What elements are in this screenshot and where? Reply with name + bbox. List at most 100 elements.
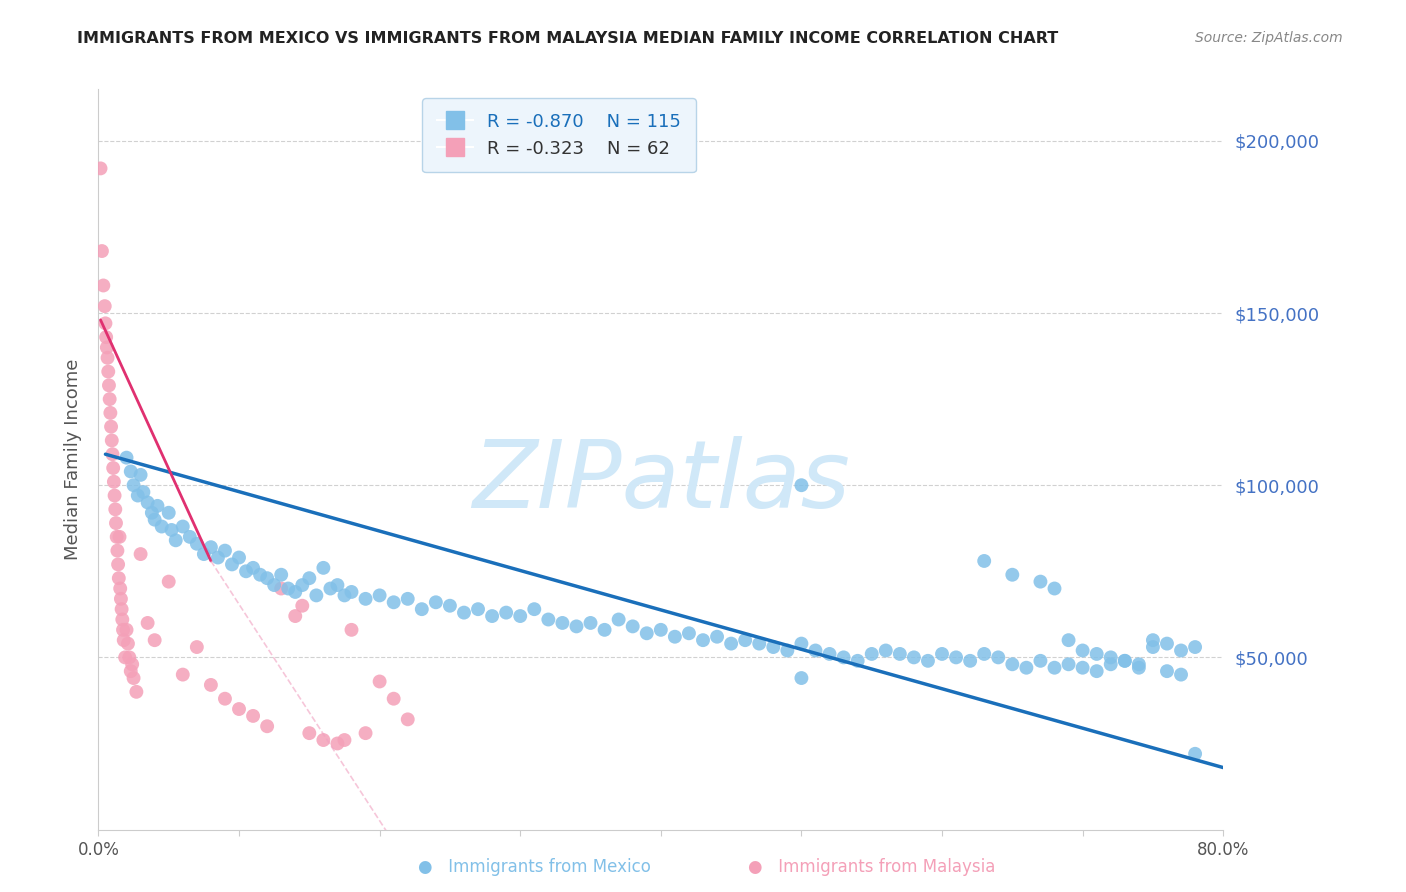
Point [143,633,166,648]
Point [692,633,714,648]
Point [120,465,142,479]
Point [270,582,292,596]
Point [284,585,307,599]
Point [1128,661,1150,675]
Point [776,643,799,657]
Point [105,516,128,530]
Point [467,602,489,616]
Point [108,530,131,544]
Point [115,623,138,637]
Point [122,671,145,685]
Point [326,578,349,592]
Point [1043,661,1066,675]
Point [214,543,236,558]
Point [291,578,314,592]
Point [98,392,121,406]
Point [333,588,356,602]
Point [141,506,163,520]
Point [111,602,132,616]
Point [277,582,299,596]
Point [114,650,136,665]
Point [734,633,756,648]
Point [706,630,728,644]
Point [931,647,953,661]
Point [256,571,278,585]
Point [425,595,447,609]
Point [832,650,855,665]
Point [235,564,257,578]
Point [101,434,124,448]
Point [804,643,827,657]
Point [1184,640,1206,654]
Point [186,537,208,551]
Point [889,647,911,661]
Point [354,726,377,740]
Point [481,609,503,624]
Point [1001,567,1024,582]
Point [1085,664,1108,678]
Point [382,595,405,609]
Point [298,571,321,585]
Point [200,540,222,554]
Point [1142,633,1164,648]
Point [165,533,187,548]
Point [579,615,602,630]
Point [1184,747,1206,761]
Point [593,623,616,637]
Point [326,736,349,750]
Point [101,447,124,461]
Point [1015,661,1038,675]
Point [305,588,328,602]
Point [146,499,169,513]
Point [186,640,208,654]
Point [172,519,194,533]
Point [125,685,148,699]
Point [453,606,475,620]
Point [354,591,377,606]
Point [790,671,813,685]
Point [107,543,129,558]
Point [987,650,1010,665]
Point [129,547,152,561]
Point [959,654,981,668]
Legend: R = -0.870    N = 115, R = -0.323    N = 62: R = -0.870 N = 115, R = -0.323 N = 62 [422,98,696,172]
Point [368,588,391,602]
Point [103,475,125,489]
Point [270,567,292,582]
Point [214,691,236,706]
Point [762,640,785,654]
Point [1099,650,1122,665]
Point [678,626,700,640]
Point [242,561,264,575]
Point [846,654,869,668]
Point [132,485,155,500]
Point [319,582,342,596]
Point [90,161,112,176]
Point [98,378,121,392]
Point [242,709,264,723]
Point [396,591,419,606]
Text: ZIPatlas: ZIPatlas [472,436,849,527]
Point [117,637,139,651]
Point [860,647,883,661]
Point [256,719,278,733]
Point [1114,654,1136,668]
Point [790,478,813,492]
Point [945,650,967,665]
Point [110,591,132,606]
Point [1029,574,1052,589]
Point [495,606,517,620]
Point [368,674,391,689]
Point [903,650,925,665]
Point [790,637,813,651]
Point [621,619,644,633]
Point [179,530,201,544]
Point [1170,667,1192,681]
Point [1114,654,1136,668]
Point [104,502,127,516]
Point [1029,654,1052,668]
Point [1085,647,1108,661]
Point [284,609,307,624]
Point [411,602,433,616]
Point [917,654,939,668]
